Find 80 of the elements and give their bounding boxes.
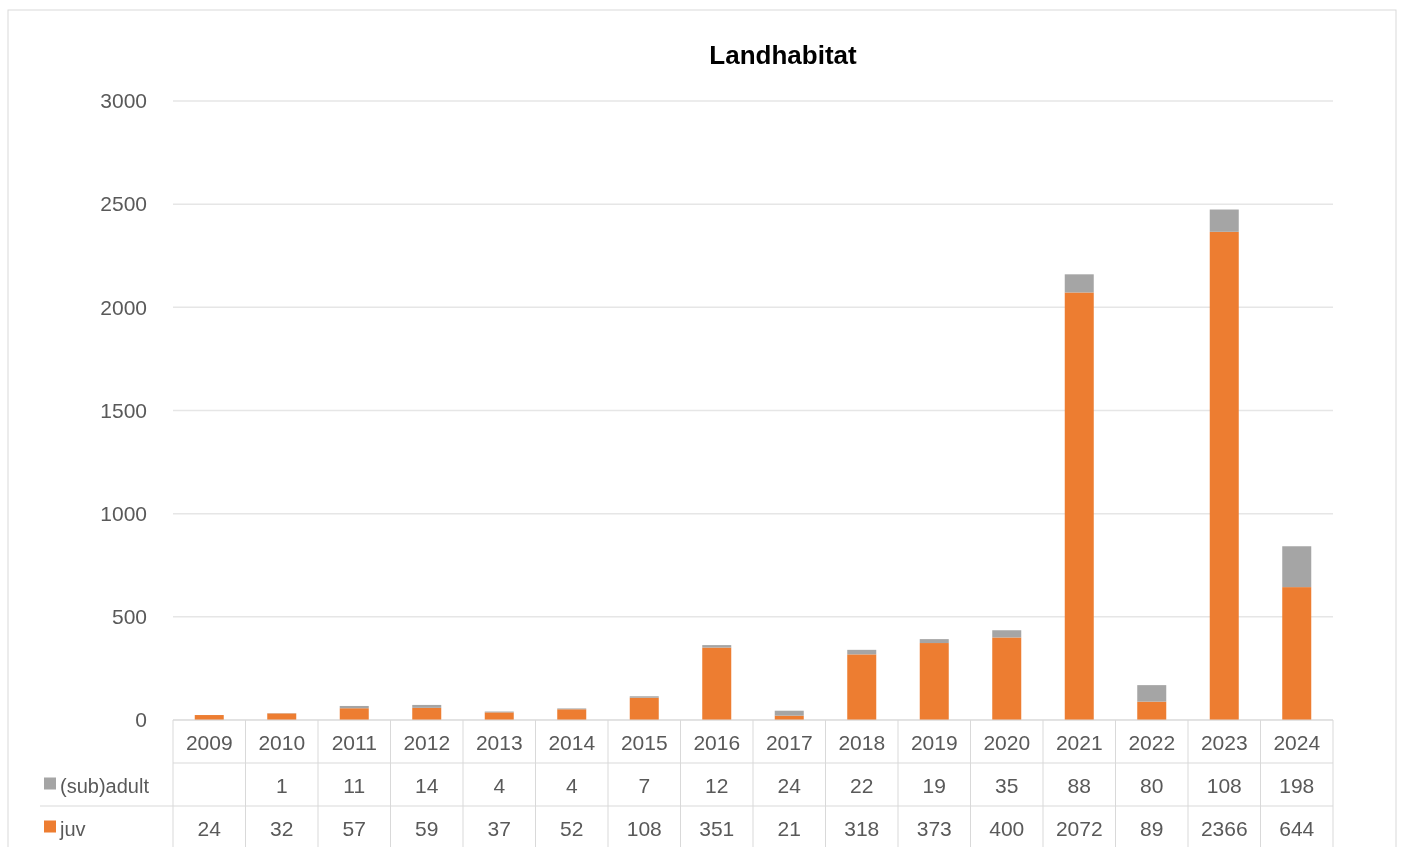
x-tick-label: 2015 xyxy=(620,730,668,754)
data-label: 400 xyxy=(989,816,1025,840)
x-tick-label: 2023 xyxy=(1200,730,1248,754)
data-label: 351 xyxy=(699,816,735,840)
bar xyxy=(1209,231,1239,720)
bar xyxy=(267,713,297,720)
x-tick-label: 2018 xyxy=(838,730,886,754)
bar xyxy=(412,707,442,720)
chart-title: Landhabitat xyxy=(709,40,857,70)
x-tick-label: 2022 xyxy=(1128,730,1176,754)
y-tick-label: 500 xyxy=(111,605,147,629)
bar xyxy=(992,637,1022,720)
data-label: 14 xyxy=(415,773,439,797)
data-label: 198 xyxy=(1279,773,1315,797)
data-label: 644 xyxy=(1279,816,1315,840)
x-tick-label: 2021 xyxy=(1055,730,1103,754)
data-label: 19 xyxy=(922,773,946,797)
data-label: 37 xyxy=(487,816,511,840)
data-label: 32 xyxy=(270,816,294,840)
data-label: 7 xyxy=(638,773,651,797)
bar xyxy=(629,697,659,720)
data-label: 52 xyxy=(560,816,584,840)
bar xyxy=(774,710,804,716)
bar xyxy=(1137,701,1167,720)
x-tick-label: 2011 xyxy=(331,730,377,754)
bar xyxy=(484,712,514,720)
x-tick-label: 2019 xyxy=(910,730,958,754)
bar xyxy=(919,643,949,720)
data-label: 2366 xyxy=(1200,816,1248,840)
x-tick-label: 2017 xyxy=(765,730,813,754)
x-tick-label: 2012 xyxy=(403,730,451,754)
y-tick-label: 1000 xyxy=(100,501,147,525)
bar xyxy=(1282,587,1312,720)
legend-label: juv xyxy=(59,817,86,840)
bar xyxy=(1209,209,1239,232)
bar xyxy=(1137,685,1167,702)
x-tick-label: 2010 xyxy=(258,730,306,754)
bar xyxy=(557,709,587,720)
bar xyxy=(919,639,949,644)
data-label: 1 xyxy=(275,773,288,797)
bar xyxy=(339,708,369,720)
legend-label: (sub)adult xyxy=(60,774,150,797)
y-tick-label: 2500 xyxy=(100,192,147,216)
data-label: 89 xyxy=(1140,816,1164,840)
data-label: 35 xyxy=(995,773,1019,797)
x-tick-label: 2013 xyxy=(475,730,523,754)
data-label: 4 xyxy=(565,773,578,797)
data-label: 57 xyxy=(342,816,366,840)
y-tick-label: 2000 xyxy=(100,295,147,319)
x-tick-label: 2009 xyxy=(185,730,233,754)
bar xyxy=(1064,274,1094,293)
data-label: 373 xyxy=(916,816,952,840)
x-tick-label: 2014 xyxy=(548,730,596,754)
y-tick-label: 3000 xyxy=(100,89,147,113)
data-label: 21 xyxy=(777,816,801,840)
bar xyxy=(992,630,1022,638)
data-label: 80 xyxy=(1140,773,1164,797)
bar xyxy=(847,654,877,720)
bar xyxy=(702,645,732,648)
data-label: 24 xyxy=(197,816,222,840)
bar xyxy=(1282,546,1312,588)
bar xyxy=(1064,292,1094,720)
x-tick-label: 2016 xyxy=(693,730,741,754)
data-label: 108 xyxy=(626,816,662,840)
data-label: 11 xyxy=(343,773,366,797)
data-label: 4 xyxy=(493,773,506,797)
data-label: 318 xyxy=(844,816,880,840)
x-tick-label: 2020 xyxy=(983,730,1031,754)
y-tick-label: 0 xyxy=(135,708,147,732)
bar xyxy=(412,704,442,708)
data-label: 108 xyxy=(1206,773,1242,797)
x-tick-label: 2024 xyxy=(1273,730,1321,754)
data-label: 12 xyxy=(705,773,729,797)
bar xyxy=(702,647,732,720)
data-label: 59 xyxy=(415,816,439,840)
data-label: 2072 xyxy=(1055,816,1103,840)
data-label: 88 xyxy=(1067,773,1091,797)
y-tick-label: 1500 xyxy=(100,398,147,422)
data-label: 22 xyxy=(850,773,874,797)
data-label: 24 xyxy=(777,773,802,797)
